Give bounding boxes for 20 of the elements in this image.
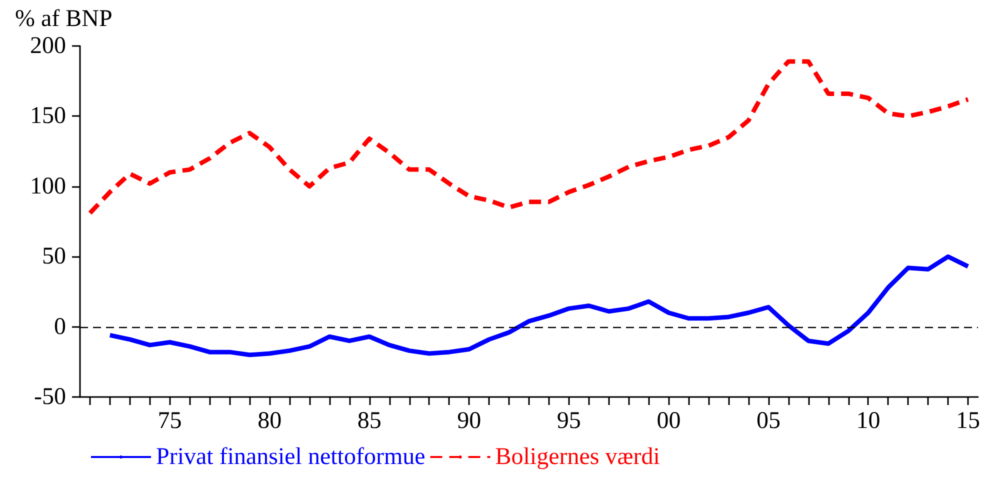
x-tick-label: 15 <box>956 408 980 434</box>
x-tick-label: 00 <box>656 408 681 434</box>
x-tick-label: 85 <box>357 408 382 434</box>
x-tick-label: 05 <box>756 408 780 434</box>
legend-label: Privat finansiel nettoformue <box>156 444 426 470</box>
y-tick-label: 150 <box>30 103 66 130</box>
y-tick-label: 200 <box>30 33 66 59</box>
x-tick-label: 95 <box>556 408 581 434</box>
y-tick-label: 0 <box>54 314 66 340</box>
line-series <box>108 254 970 358</box>
x-tick-label: 80 <box>258 408 282 434</box>
y-tick-label: 100 <box>30 173 66 200</box>
line-series <box>88 59 970 216</box>
x-tick-label: 10 <box>856 408 880 434</box>
x-tick-label: 90 <box>457 408 482 434</box>
y-tick-label: -50 <box>34 384 66 410</box>
y-axis-title: % af BNP <box>15 6 112 32</box>
legend-label: Boligernes værdi <box>495 444 660 470</box>
x-tick-label: 75 <box>158 408 182 434</box>
y-tick-label: 50 <box>42 244 66 270</box>
